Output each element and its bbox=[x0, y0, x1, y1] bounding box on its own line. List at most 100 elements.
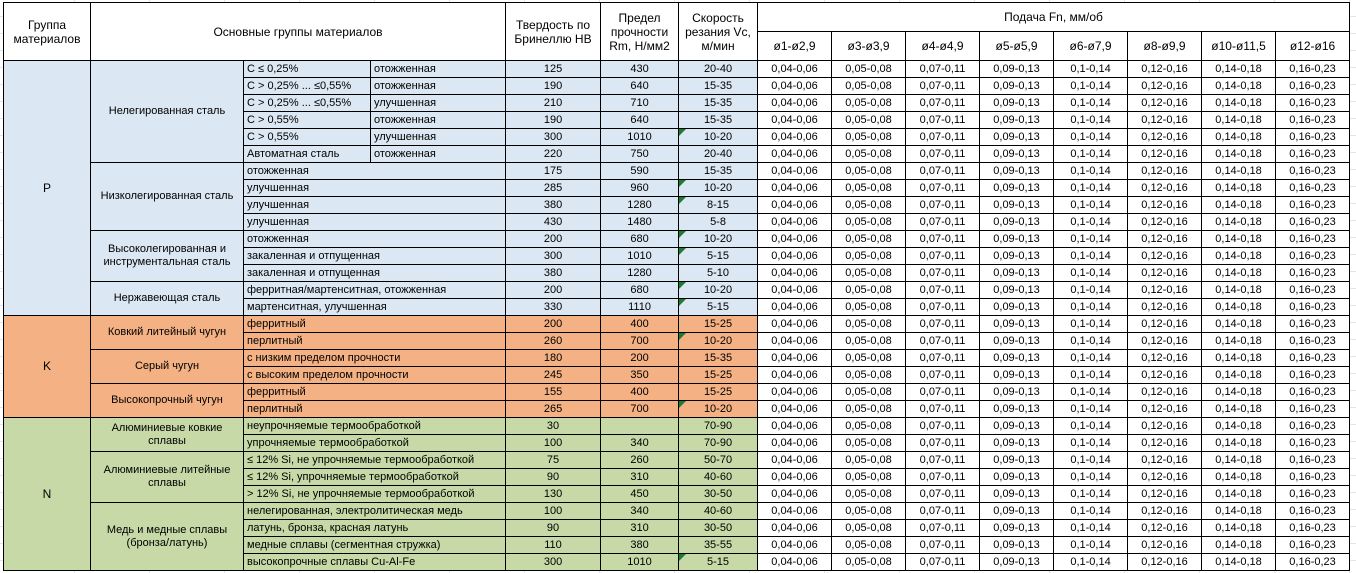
feed-value-cell[interactable]: 0,04-0,06 bbox=[757, 281, 833, 299]
hardness-hb-cell[interactable]: 30 bbox=[505, 417, 602, 435]
feed-value-cell[interactable]: 0,1-0,14 bbox=[1053, 145, 1129, 163]
strength-rm-cell[interactable]: 700 bbox=[600, 332, 680, 350]
feed-value-cell[interactable]: 0,16-0,23 bbox=[1275, 536, 1351, 554]
treatment-state-cell[interactable]: отожженная bbox=[369, 60, 507, 78]
feed-value-cell[interactable]: 0,12-0,16 bbox=[1127, 400, 1203, 418]
hardness-hb-cell[interactable]: 200 bbox=[505, 315, 602, 333]
feed-value-cell[interactable]: 0,09-0,13 bbox=[979, 281, 1055, 299]
material-subgroup-name[interactable]: Алюминиевые ковкие сплавы bbox=[90, 417, 244, 452]
feed-value-cell[interactable]: 0,12-0,16 bbox=[1127, 94, 1203, 112]
feed-value-cell[interactable]: 0,1-0,14 bbox=[1053, 536, 1129, 554]
hardness-hb-cell[interactable]: 200 bbox=[505, 230, 602, 248]
feed-value-cell[interactable]: 0,07-0,11 bbox=[905, 400, 981, 418]
feed-value-cell[interactable]: 0,07-0,11 bbox=[905, 179, 981, 197]
feed-value-cell[interactable]: 0,1-0,14 bbox=[1053, 468, 1129, 486]
feed-value-cell[interactable]: 0,04-0,06 bbox=[757, 366, 833, 384]
feed-value-cell[interactable]: 0,16-0,23 bbox=[1275, 400, 1351, 418]
feed-value-cell[interactable]: 0,14-0,18 bbox=[1201, 298, 1277, 316]
treatment-state-cell[interactable]: высокопрочные сплавы Cu-Al-Fe bbox=[242, 553, 507, 571]
treatment-state-cell[interactable]: улучшенная bbox=[242, 196, 507, 214]
feed-value-cell[interactable]: 0,07-0,11 bbox=[905, 451, 981, 469]
feed-value-cell[interactable]: 0,09-0,13 bbox=[979, 468, 1055, 486]
material-subgroup-name[interactable]: Медь и медные сплавы (бронза/латунь) bbox=[90, 502, 244, 571]
feed-value-cell[interactable]: 0,12-0,16 bbox=[1127, 145, 1203, 163]
strength-rm-cell[interactable]: 640 bbox=[600, 111, 680, 129]
composition-cell[interactable]: Автоматная сталь bbox=[243, 145, 371, 163]
feed-value-cell[interactable]: 0,14-0,18 bbox=[1201, 94, 1277, 112]
material-subgroup-name[interactable]: Высокопрочный чугун bbox=[90, 383, 244, 418]
cutting-speed-cell[interactable]: 15-35 bbox=[678, 77, 759, 95]
strength-rm-cell[interactable]: 960 bbox=[600, 179, 680, 197]
cutting-speed-cell[interactable]: 15-35 bbox=[678, 111, 759, 129]
composition-cell[interactable]: C > 0,55% bbox=[243, 128, 371, 146]
composition-cell[interactable]: C ≤ 0,25% bbox=[243, 60, 371, 78]
cutting-speed-cell[interactable]: 15-35 bbox=[678, 162, 759, 180]
feed-value-cell[interactable]: 0,1-0,14 bbox=[1053, 451, 1129, 469]
treatment-state-cell[interactable]: улучшенная bbox=[369, 128, 507, 146]
feed-value-cell[interactable]: 0,14-0,18 bbox=[1201, 315, 1277, 333]
feed-value-cell[interactable]: 0,14-0,18 bbox=[1201, 162, 1277, 180]
feed-value-cell[interactable]: 0,16-0,23 bbox=[1275, 281, 1351, 299]
feed-value-cell[interactable]: 0,04-0,06 bbox=[757, 298, 833, 316]
feed-value-cell[interactable]: 0,14-0,18 bbox=[1201, 519, 1277, 537]
cutting-speed-cell[interactable]: 35-55 bbox=[678, 536, 759, 554]
feed-value-cell[interactable]: 0,14-0,18 bbox=[1201, 383, 1277, 401]
feed-value-cell[interactable]: 0,09-0,13 bbox=[979, 451, 1055, 469]
feed-value-cell[interactable]: 0,09-0,13 bbox=[979, 417, 1055, 435]
feed-value-cell[interactable]: 0,09-0,13 bbox=[979, 485, 1055, 503]
feed-value-cell[interactable]: 0,07-0,11 bbox=[905, 264, 981, 282]
feed-value-cell[interactable]: 0,14-0,18 bbox=[1201, 400, 1277, 418]
feed-value-cell[interactable]: 0,04-0,06 bbox=[757, 536, 833, 554]
strength-rm-cell[interactable]: 750 bbox=[600, 145, 680, 163]
feed-value-cell[interactable]: 0,07-0,11 bbox=[905, 298, 981, 316]
cutting-speed-cell[interactable]: 15-25 bbox=[678, 366, 759, 384]
feed-value-cell[interactable]: 0,12-0,16 bbox=[1127, 536, 1203, 554]
feed-value-cell[interactable]: 0,16-0,23 bbox=[1275, 179, 1351, 197]
treatment-state-cell[interactable]: медные сплавы (сегментная стружка) bbox=[242, 536, 507, 554]
feed-value-cell[interactable]: 0,05-0,08 bbox=[831, 162, 907, 180]
feed-value-cell[interactable]: 0,09-0,13 bbox=[979, 553, 1055, 571]
feed-value-cell[interactable]: 0,1-0,14 bbox=[1053, 485, 1129, 503]
treatment-state-cell[interactable]: латунь, бронза, красная латунь bbox=[242, 519, 507, 537]
strength-rm-cell[interactable]: 350 bbox=[600, 366, 680, 384]
feed-value-cell[interactable]: 0,04-0,06 bbox=[757, 451, 833, 469]
feed-value-cell[interactable]: 0,1-0,14 bbox=[1053, 553, 1129, 571]
feed-value-cell[interactable]: 0,14-0,18 bbox=[1201, 485, 1277, 503]
feed-value-cell[interactable]: 0,05-0,08 bbox=[831, 349, 907, 367]
hardness-hb-cell[interactable]: 155 bbox=[505, 383, 602, 401]
feed-value-cell[interactable]: 0,1-0,14 bbox=[1053, 349, 1129, 367]
feed-value-cell[interactable]: 0,09-0,13 bbox=[979, 349, 1055, 367]
hardness-hb-cell[interactable]: 300 bbox=[505, 128, 602, 146]
treatment-state-cell[interactable]: отожженная bbox=[369, 111, 507, 129]
feed-value-cell[interactable]: 0,14-0,18 bbox=[1201, 145, 1277, 163]
hardness-hb-cell[interactable]: 210 bbox=[505, 94, 602, 112]
treatment-state-cell[interactable]: упрочняемые термообработкой bbox=[242, 434, 507, 452]
feed-value-cell[interactable]: 0,1-0,14 bbox=[1053, 196, 1129, 214]
feed-value-cell[interactable]: 0,05-0,08 bbox=[831, 485, 907, 503]
feed-value-cell[interactable]: 0,05-0,08 bbox=[831, 553, 907, 571]
feed-value-cell[interactable]: 0,1-0,14 bbox=[1053, 264, 1129, 282]
composition-cell[interactable]: C > 0,25% ... ≤0,55% bbox=[243, 77, 371, 95]
hardness-hb-cell[interactable]: 380 bbox=[505, 196, 602, 214]
feed-value-cell[interactable]: 0,12-0,16 bbox=[1127, 60, 1203, 78]
feed-value-cell[interactable]: 0,04-0,06 bbox=[757, 400, 833, 418]
feed-value-cell[interactable]: 0,09-0,13 bbox=[979, 196, 1055, 214]
feed-value-cell[interactable]: 0,14-0,18 bbox=[1201, 247, 1277, 265]
treatment-state-cell[interactable]: закаленная и отпущенная bbox=[242, 247, 507, 265]
feed-value-cell[interactable]: 0,16-0,23 bbox=[1275, 315, 1351, 333]
feed-value-cell[interactable]: 0,04-0,06 bbox=[757, 383, 833, 401]
treatment-state-cell[interactable]: перлитный bbox=[242, 400, 507, 418]
feed-value-cell[interactable]: 0,16-0,23 bbox=[1275, 60, 1351, 78]
treatment-state-cell[interactable]: с высоким пределом прочности bbox=[242, 366, 507, 384]
feed-value-cell[interactable]: 0,14-0,18 bbox=[1201, 553, 1277, 571]
strength-rm-cell[interactable]: 1280 bbox=[600, 264, 680, 282]
material-group-letter[interactable]: K bbox=[3, 315, 91, 418]
feed-value-cell[interactable]: 0,16-0,23 bbox=[1275, 213, 1351, 231]
feed-value-cell[interactable]: 0,07-0,11 bbox=[905, 77, 981, 95]
feed-value-cell[interactable]: 0,14-0,18 bbox=[1201, 536, 1277, 554]
treatment-state-cell[interactable]: ≤ 12% Si, не упрочняемые термообработкой bbox=[242, 451, 507, 469]
feed-value-cell[interactable]: 0,1-0,14 bbox=[1053, 179, 1129, 197]
feed-value-cell[interactable]: 0,04-0,06 bbox=[757, 332, 833, 350]
feed-value-cell[interactable]: 0,04-0,06 bbox=[757, 179, 833, 197]
feed-value-cell[interactable]: 0,14-0,18 bbox=[1201, 468, 1277, 486]
